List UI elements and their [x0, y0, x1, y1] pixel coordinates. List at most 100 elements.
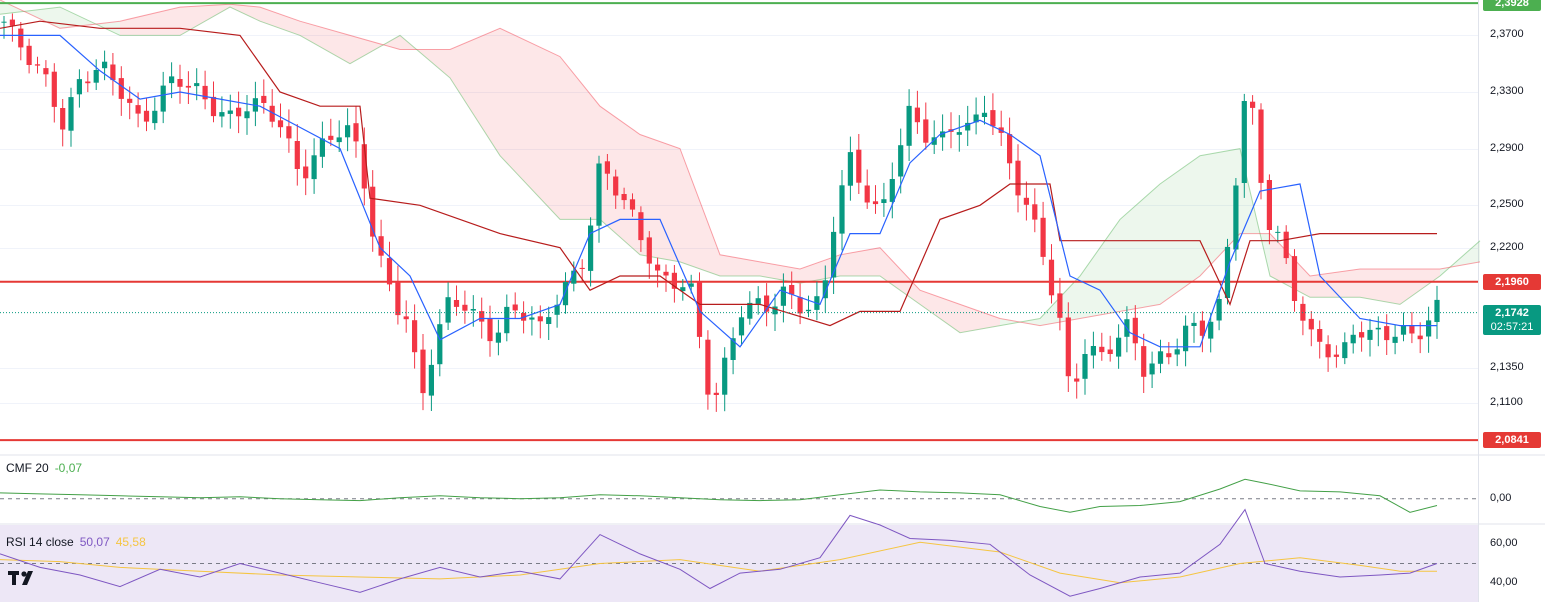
candle	[596, 155, 602, 243]
candle-body	[219, 112, 225, 117]
candle-body	[1116, 337, 1122, 357]
candle-body	[730, 338, 736, 360]
cmf-value: -0,07	[54, 461, 83, 475]
price-tick-label: 2,3700	[1490, 28, 1524, 41]
candle	[1183, 315, 1189, 367]
candle	[1241, 93, 1247, 198]
candle	[487, 305, 493, 357]
candle-body	[1149, 363, 1155, 375]
candle	[244, 95, 250, 135]
candle	[93, 59, 99, 90]
candle	[269, 89, 275, 128]
candle-body	[227, 110, 233, 114]
price-tick-label: 2,3300	[1490, 85, 1524, 98]
rsi-axis-tick-60: 60,00	[1490, 537, 1518, 550]
candle	[1417, 322, 1423, 354]
cmf-legend[interactable]: CMF 20 -0,07	[6, 461, 82, 475]
candle	[864, 169, 870, 209]
candle	[1015, 144, 1021, 213]
candle-body	[655, 264, 661, 271]
candle-body	[772, 306, 778, 315]
rsi-params: 14 close	[29, 535, 74, 549]
candle-body	[1057, 293, 1063, 318]
candle	[294, 124, 300, 186]
candle	[1409, 312, 1415, 344]
candle-body	[395, 281, 401, 316]
level-badge-support: 2,0841	[1483, 432, 1541, 449]
candle	[764, 283, 770, 327]
candle-body	[244, 111, 250, 119]
candle-body	[1409, 325, 1415, 334]
candle-body	[34, 64, 41, 66]
candle	[202, 70, 208, 110]
candle	[680, 279, 686, 301]
price-tick-label: 2,2900	[1490, 141, 1524, 154]
ichimoku-cloud-segment	[880, 247, 920, 305]
candle-body	[722, 357, 728, 395]
candle	[1057, 277, 1063, 331]
candle	[1342, 332, 1348, 365]
candle	[805, 295, 812, 318]
candle-body	[831, 231, 837, 278]
candle	[1300, 296, 1306, 336]
candle-body	[177, 79, 183, 87]
candle-body	[194, 83, 200, 87]
candle	[345, 108, 351, 152]
candle	[1333, 345, 1339, 368]
candle	[445, 282, 451, 330]
candle	[1090, 331, 1096, 369]
ichimoku-cloud-segment	[760, 261, 800, 284]
candle-body	[1174, 349, 1180, 355]
candle-body	[311, 155, 317, 180]
tenkan-sen-line	[0, 34, 1437, 348]
senkou-span-a-line	[0, 6, 1481, 334]
ichimoku-cloud-segment	[680, 148, 720, 276]
candle	[1384, 314, 1390, 355]
candle-body	[328, 135, 334, 140]
candle-body	[906, 105, 912, 146]
candle	[1065, 302, 1071, 392]
candle-body	[872, 201, 879, 205]
candle-body	[805, 309, 812, 312]
candle	[1317, 320, 1323, 359]
candle-body	[1367, 329, 1373, 340]
candle-body	[1199, 320, 1205, 336]
candle	[512, 292, 518, 319]
candle	[730, 327, 736, 375]
candle-body	[261, 95, 267, 103]
candle-body	[428, 364, 434, 396]
candle-body	[470, 309, 476, 311]
candle-body	[110, 64, 116, 81]
candle	[34, 56, 41, 74]
ichimoku-cloud-segment	[1400, 269, 1440, 305]
candle-body	[713, 392, 719, 395]
ichimoku-cloud-segment	[640, 134, 680, 262]
candle-body	[412, 320, 418, 353]
candle-body	[269, 105, 275, 122]
candle	[529, 306, 535, 336]
ichimoku-cloud-segment	[1310, 269, 1360, 298]
candle	[1216, 290, 1222, 331]
rsi-legend[interactable]: RSI 14 close 50,07 45,58	[6, 535, 146, 549]
candle-body	[923, 119, 929, 143]
candle-body	[1074, 378, 1080, 382]
candle	[797, 283, 803, 325]
candle-body	[965, 122, 971, 131]
candle-body	[881, 199, 887, 203]
candle	[169, 62, 175, 99]
candle	[956, 115, 962, 152]
candle-body	[1241, 101, 1247, 183]
candle	[177, 64, 183, 104]
candle	[378, 219, 384, 268]
candle-body	[319, 138, 325, 157]
cmf-axis-tick: 0,00	[1490, 491, 1512, 504]
candle-body	[981, 112, 988, 117]
candle-body	[579, 267, 585, 269]
candle	[43, 60, 49, 87]
candle-body	[169, 76, 175, 84]
candle-body	[1308, 318, 1314, 330]
candle	[881, 182, 887, 217]
candle-body	[755, 298, 761, 304]
